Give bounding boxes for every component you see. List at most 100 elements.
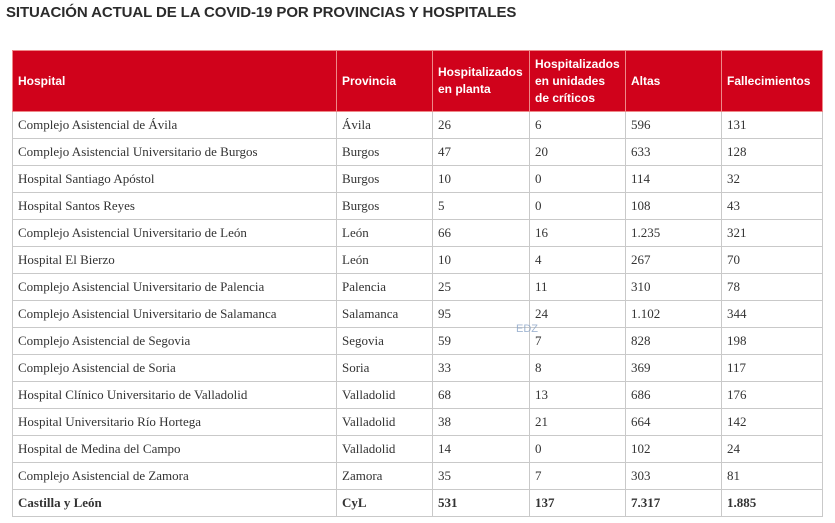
- table-cell: Zamora: [336, 462, 433, 490]
- table-cell: 81: [721, 462, 823, 490]
- total-cell: Castilla y León: [12, 489, 337, 517]
- table-cell: 310: [625, 273, 722, 301]
- column-header: Hospital: [12, 50, 337, 112]
- table-cell: 0: [529, 435, 626, 463]
- table-cell: 114: [625, 165, 722, 193]
- table-cell: 0: [529, 165, 626, 193]
- table-cell: Complejo Asistencial Universitario de Bu…: [12, 138, 337, 166]
- table-cell: Hospital Clínico Universitario de Vallad…: [12, 381, 337, 409]
- table-cell: 47: [432, 138, 530, 166]
- table-body: Complejo Asistencial de Ávila Ávila 26 6 596…: [12, 111, 823, 517]
- table-row: Hospital El Bierzo León 10 4 267 70: [12, 246, 823, 274]
- total-cell: 137: [529, 489, 626, 517]
- table-row: Hospital Universitario Río Hortega Vallad…: [12, 408, 823, 436]
- table-row: Hospital Clínico Universitario de Vallad…: [12, 381, 823, 409]
- table-cell: 108: [625, 192, 722, 220]
- table-cell: Soria: [336, 354, 433, 382]
- table-cell: 4: [529, 246, 626, 274]
- table-row: Complejo Asistencial de Soria Soria 33 8 369…: [12, 354, 823, 382]
- table-row: Complejo Asistencial Universitario de Le…: [12, 219, 823, 247]
- table-cell: Complejo Asistencial Universitario de Sa…: [12, 300, 337, 328]
- table-cell: 10: [432, 165, 530, 193]
- column-header: Hospitalizados en planta: [432, 50, 530, 112]
- table-cell: 664: [625, 408, 722, 436]
- table-cell: 59: [432, 327, 530, 355]
- table-cell: 38: [432, 408, 530, 436]
- table-cell: 24: [721, 435, 823, 463]
- header-row: Hospital Provincia Hospitalizados en plant…: [12, 50, 823, 112]
- table-cell: Complejo Asistencial de Segovia: [12, 327, 337, 355]
- column-header: Provincia: [336, 50, 433, 112]
- table-cell: 13: [529, 381, 626, 409]
- table-cell: 142: [721, 408, 823, 436]
- table-cell: Complejo Asistencial de Zamora: [12, 462, 337, 490]
- table-cell: 369: [625, 354, 722, 382]
- table-cell: 21: [529, 408, 626, 436]
- table-cell: León: [336, 219, 433, 247]
- table-cell: 828: [625, 327, 722, 355]
- table-cell: 131: [721, 111, 823, 139]
- table-cell: 321: [721, 219, 823, 247]
- table-cell: 20: [529, 138, 626, 166]
- table-cell: 8: [529, 354, 626, 382]
- table-cell: Valladolid: [336, 408, 433, 436]
- table-cell: Burgos: [336, 165, 433, 193]
- table-row: Hospital de Medina del Campo Valladolid 14…: [12, 435, 823, 463]
- table-row: Complejo Asistencial Universitario de Bu…: [12, 138, 823, 166]
- table-cell: 344: [721, 300, 823, 328]
- table-cell: 16: [529, 219, 626, 247]
- table-cell: 68: [432, 381, 530, 409]
- table-cell: Palencia: [336, 273, 433, 301]
- table-row: Complejo Asistencial Universitario de Sa…: [12, 300, 823, 328]
- table-row: Complejo Asistencial de Ávila Ávila 26 6 596…: [12, 111, 823, 139]
- table-cell: 70: [721, 246, 823, 274]
- table-cell: 7: [529, 327, 626, 355]
- table-cell: 11: [529, 273, 626, 301]
- table-cell: 35: [432, 462, 530, 490]
- total-cell: 1.885: [721, 489, 823, 517]
- table-cell: 66: [432, 219, 530, 247]
- total-row: Castilla y León CyL 531 137 7.317 1.885: [12, 489, 823, 517]
- table-cell: Hospital El Bierzo: [12, 246, 337, 274]
- total-cell: 7.317: [625, 489, 722, 517]
- table-cell: Complejo Asistencial de Ávila: [12, 111, 337, 139]
- table-cell: 1.235: [625, 219, 722, 247]
- table-cell: Ávila: [336, 111, 433, 139]
- total-cell: 531: [432, 489, 530, 517]
- table-cell: Valladolid: [336, 435, 433, 463]
- table-cell: 95: [432, 300, 530, 328]
- table-cell: 43: [721, 192, 823, 220]
- table-row: Hospital Santos Reyes Burgos 5 0 108 43: [12, 192, 823, 220]
- table-cell: Salamanca: [336, 300, 433, 328]
- table-cell: 176: [721, 381, 823, 409]
- table-cell: Hospital Universitario Río Hortega: [12, 408, 337, 436]
- table-cell: 78: [721, 273, 823, 301]
- table-cell: Burgos: [336, 138, 433, 166]
- table-cell: 1.102: [625, 300, 722, 328]
- table-cell: Complejo Asistencial de Soria: [12, 354, 337, 382]
- table-cell: 33: [432, 354, 530, 382]
- table-cell: 10: [432, 246, 530, 274]
- table-cell: 117: [721, 354, 823, 382]
- table-row: Complejo Asistencial de Zamora Zamora 35 7 3…: [12, 462, 823, 490]
- table-cell: 6: [529, 111, 626, 139]
- table-row: Complejo Asistencial de Segovia Segovia 59…: [12, 327, 823, 355]
- table-cell: 596: [625, 111, 722, 139]
- total-cell: CyL: [336, 489, 433, 517]
- table-cell: 102: [625, 435, 722, 463]
- table-cell: 14: [432, 435, 530, 463]
- table-cell: Segovia: [336, 327, 433, 355]
- table-cell: León: [336, 246, 433, 274]
- page-title: SITUACIÓN ACTUAL DE LA COVID-19 POR PROV…: [6, 4, 517, 21]
- table-row: Complejo Asistencial Universitario de Pa…: [12, 273, 823, 301]
- table-cell: 26: [432, 111, 530, 139]
- table-cell: 7: [529, 462, 626, 490]
- column-header: Altas: [625, 50, 722, 112]
- table-cell: 128: [721, 138, 823, 166]
- table-cell: 267: [625, 246, 722, 274]
- table-cell: 198: [721, 327, 823, 355]
- table-cell: Hospital Santos Reyes: [12, 192, 337, 220]
- table-row: Hospital Santiago Apóstol Burgos 10 0 114 32: [12, 165, 823, 193]
- table-cell: 303: [625, 462, 722, 490]
